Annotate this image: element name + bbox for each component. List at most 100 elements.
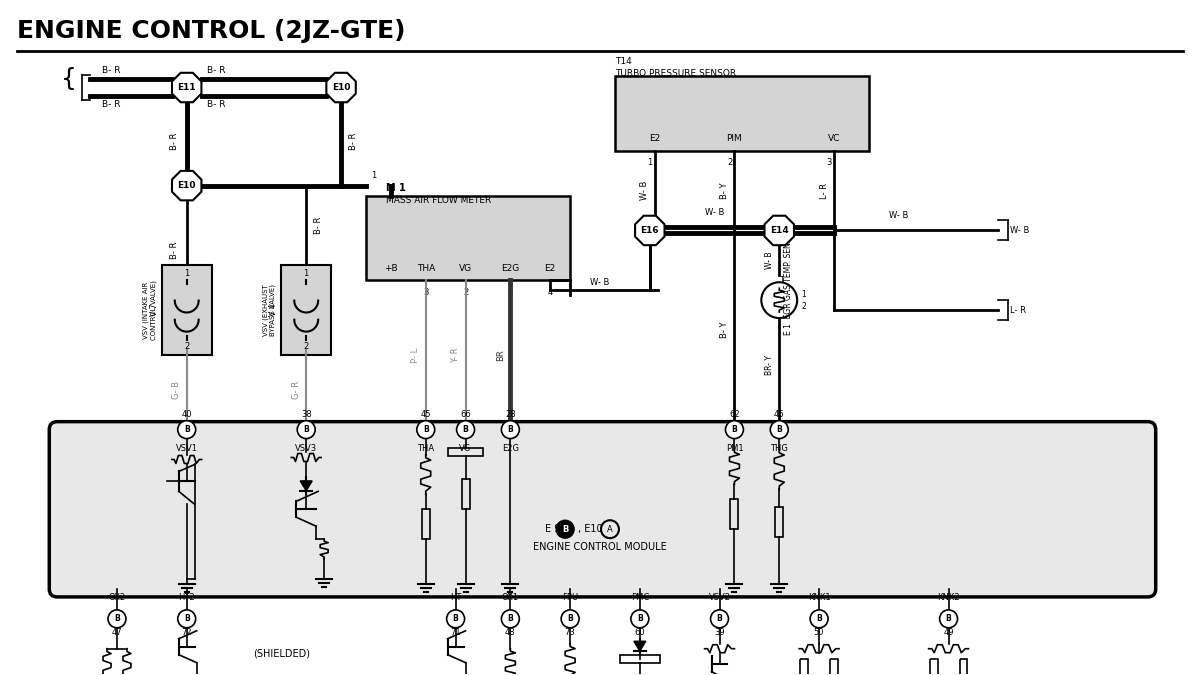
Text: PIM: PIM [726,134,743,143]
Text: W- B: W- B [764,252,774,269]
Text: PMC: PMC [631,593,649,602]
Text: B: B [184,425,190,434]
Polygon shape [326,73,355,102]
Text: FPU: FPU [562,593,578,602]
Circle shape [502,421,520,439]
Bar [366,196,570,280]
Text: M 1: M 1 [386,183,406,192]
Text: B: B [946,614,952,623]
Text: MASS AIR FLOW METER: MASS AIR FLOW METER [386,196,491,205]
Text: HT2: HT2 [179,593,196,602]
Circle shape [940,610,958,628]
Circle shape [810,610,828,628]
Text: B: B [716,614,722,623]
Circle shape [726,421,744,439]
Text: 2: 2 [184,342,190,352]
Text: KNK1: KNK1 [808,593,830,602]
Bar [448,448,484,456]
Text: W- B: W- B [1010,226,1030,235]
Circle shape [770,421,788,439]
Circle shape [108,610,126,628]
Bar [421,510,430,539]
Bar [775,508,784,537]
Text: VSV3: VSV3 [295,443,317,452]
Text: E14: E14 [770,226,788,235]
Text: 71: 71 [450,628,461,637]
Text: BR- Y: BR- Y [764,355,774,375]
Text: VSV2: VSV2 [708,593,731,602]
Text: VG: VG [458,264,472,273]
Text: KNK2: KNK2 [937,593,960,602]
Circle shape [178,421,196,439]
Text: 40: 40 [181,410,192,419]
Text: 1: 1 [802,290,806,298]
Text: B: B [732,425,737,434]
Text: 1: 1 [371,171,376,180]
Text: HT: HT [450,593,461,602]
Text: VSV1: VSV1 [175,443,198,452]
Text: 2: 2 [304,342,308,352]
Text: 47: 47 [112,628,122,637]
Bar [960,659,967,675]
Circle shape [456,421,474,439]
Text: 4: 4 [547,288,553,297]
Circle shape [631,610,649,628]
Bar [162,265,211,355]
Bar [614,76,869,151]
Text: 1: 1 [304,269,308,278]
Text: B- R: B- R [313,217,323,234]
Circle shape [298,421,316,439]
Text: B: B [452,614,458,623]
Text: 39: 39 [714,628,725,637]
Text: 46: 46 [774,410,785,419]
Text: 48: 48 [505,628,516,637]
Circle shape [556,520,574,538]
Circle shape [562,610,580,628]
Text: W- B: W- B [641,181,649,200]
Text: 1: 1 [184,269,190,278]
Text: B- Y: B- Y [720,322,728,338]
Text: 2: 2 [727,158,732,167]
Text: OX2: OX2 [108,593,126,602]
Text: B- R: B- R [348,132,358,149]
Text: 49: 49 [943,628,954,637]
Polygon shape [172,171,202,200]
Text: E10: E10 [178,181,196,190]
Text: E 1  EGR GAS TEMP. SENSOR: E 1 EGR GAS TEMP. SENSOR [785,226,793,335]
Text: L- R: L- R [1010,306,1026,315]
Text: E2G: E2G [502,443,518,452]
Polygon shape [300,481,312,491]
Text: (SHIELDED): (SHIELDED) [253,649,310,659]
Text: , E10: , E10 [578,524,602,534]
Bar [830,659,838,675]
Text: 73: 73 [565,628,576,637]
Text: B: B [568,614,572,623]
Text: E2: E2 [649,134,660,143]
Bar [930,659,937,675]
Text: B- R: B- R [102,66,120,75]
Text: 1: 1 [648,158,653,167]
Text: PM1: PM1 [726,443,743,452]
Text: TURBO PRESSURE SENSOR: TURBO PRESSURE SENSOR [614,69,736,78]
Text: B: B [508,425,514,434]
Bar [462,479,469,510]
Polygon shape [635,216,665,245]
Text: B: B [637,614,643,623]
Text: B- Y: B- Y [720,182,728,199]
Text: B: B [508,614,514,623]
Text: B: B [184,614,190,623]
Text: 5: 5 [508,288,512,297]
Text: 50: 50 [814,628,824,637]
Text: VG: VG [460,443,472,452]
Text: B: B [422,425,428,434]
Circle shape [178,610,196,628]
Text: 66: 66 [460,410,470,419]
Text: VSV (EXHAUST
BYPASS VALVE): VSV (EXHAUST BYPASS VALVE) [263,284,276,336]
Text: B- R: B- R [206,100,226,109]
Text: E10: E10 [332,83,350,92]
Text: THG: THG [770,443,788,452]
Text: V 4: V 4 [269,304,278,317]
Text: B- R: B- R [170,242,179,259]
Text: 62: 62 [730,410,739,419]
Text: W- B: W- B [889,211,908,221]
